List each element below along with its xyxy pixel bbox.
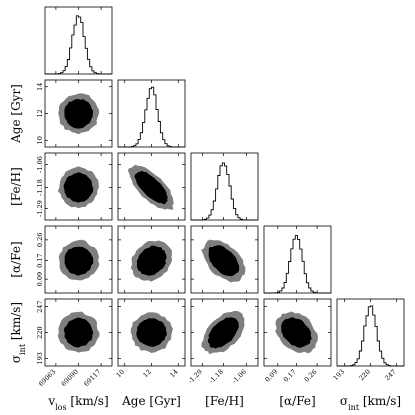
contour-inner <box>63 317 94 348</box>
y-axis-label-afe: [α/Fe] <box>9 241 23 277</box>
x-tick-label: 0.09 <box>263 368 279 384</box>
panel-frame <box>336 298 405 367</box>
x-tick-label: 0.17 <box>282 368 298 384</box>
panel-feh-feh <box>190 152 259 221</box>
contour-inner <box>64 246 94 276</box>
x-tick-label: 69117 <box>82 368 102 388</box>
histogram-sint <box>337 305 404 367</box>
y-tick-label: 220 <box>36 326 44 338</box>
y-tick-label: 0.09 <box>36 272 44 286</box>
x-axis-label-afe: [α/Fe] <box>279 394 315 408</box>
y-tick-label: 193 <box>36 352 44 364</box>
y-axis-label-feh: [Fe/H] <box>9 167 23 206</box>
panel-frame <box>117 79 186 148</box>
panel-frame <box>190 152 259 221</box>
histogram-age <box>118 86 185 148</box>
panel-afe-afe <box>263 225 332 294</box>
y-tick-label: 247 <box>36 300 44 312</box>
contour-inner <box>208 245 240 277</box>
contour-inner <box>134 170 168 205</box>
contour-inner <box>136 318 167 347</box>
contour-inner <box>63 172 94 203</box>
contour-inner <box>64 99 94 129</box>
histogram-vlos <box>45 15 112 75</box>
x-tick-label: 0.26 <box>303 368 319 384</box>
y-tick-label: 10 <box>36 136 44 144</box>
panel-afe-age <box>117 225 186 294</box>
contour-inner <box>136 245 167 276</box>
panel-sint-afe: 0.09 0.17 0.26 [α/Fe] <box>263 298 332 408</box>
x-tick-label: 12 <box>141 368 153 380</box>
x-axis-label-feh: [Fe/H] <box>205 394 244 408</box>
y-tick-label: 14 <box>36 83 44 91</box>
x-axis-label-sint: σint [km/s] <box>340 394 401 412</box>
x-axis-label-age: Age [Gyr] <box>121 394 181 408</box>
panel-frame <box>263 225 332 294</box>
y-tick-label: 0.26 <box>36 233 44 247</box>
x-tick-label: 69063 <box>37 368 57 388</box>
y-tick-label: -1.18 <box>36 179 44 196</box>
panel-afe-feh <box>190 225 259 294</box>
histogram-afe <box>264 235 331 294</box>
panel-afe-vlos: 0.09 0.17 0.26 [α/Fe] <box>9 225 113 294</box>
panel-frame <box>190 225 259 294</box>
x-tick-label: -1.06 <box>230 368 247 385</box>
histogram-feh <box>191 162 258 221</box>
panel-sint-vlos: 69063 69090 69117 vlos [km/s] 193 220 247 σint … <box>9 298 113 412</box>
panel-vlos-vlos <box>44 6 113 75</box>
x-axis-label-vlos: vlos [km/s] <box>47 394 108 412</box>
y-tick-label: 0.17 <box>36 253 44 267</box>
panel-age-age <box>117 79 186 148</box>
x-tick-label: 193 <box>332 368 346 382</box>
contour-inner <box>281 317 312 348</box>
panel-feh-age <box>117 152 186 221</box>
contour-inner <box>207 317 239 349</box>
panel-sint-sint: 193 220 247 σint [km/s] <box>332 298 405 412</box>
panel-age-vlos: 10 12 14 Age [Gyr] <box>9 79 113 148</box>
panel-sint-feh: -1.29 -1.18 -1.06 [Fe/H] <box>186 298 259 408</box>
panel-feh-vlos: -1.29 -1.18 -1.06 [Fe/H] <box>9 152 113 221</box>
x-tick-label: 14 <box>168 368 180 380</box>
y-axis-label-sint: σint [km/s] <box>9 302 27 363</box>
y-axis-label-age: Age [Gyr] <box>9 84 23 144</box>
x-tick-label: 247 <box>383 368 397 382</box>
x-tick-label: -1.18 <box>208 368 225 385</box>
x-tick-label: 220 <box>357 368 371 382</box>
y-tick-label: -1.06 <box>36 156 44 173</box>
x-tick-label: 69090 <box>60 368 80 388</box>
x-tick-label: 10 <box>115 368 127 380</box>
y-tick-label: -1.29 <box>36 200 44 217</box>
y-tick-label: 12 <box>36 109 44 117</box>
panel-sint-age: 10 12 14 Age [Gyr] <box>115 298 186 408</box>
x-tick-label: -1.29 <box>186 368 203 385</box>
